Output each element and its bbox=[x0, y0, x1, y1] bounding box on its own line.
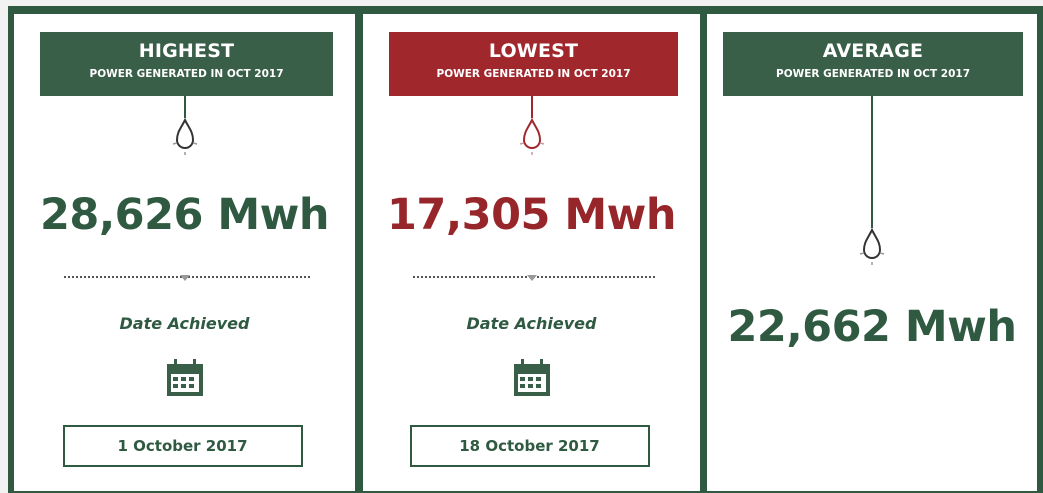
date-label: Date Achieved bbox=[466, 314, 597, 333]
frame: HIGHEST POWER GENERATED IN OCT 2017 28,6… bbox=[8, 6, 1043, 493]
card-title: LOWEST bbox=[488, 40, 579, 62]
cord bbox=[871, 96, 873, 228]
card-subtitle: POWER GENERATED IN OCT 2017 bbox=[776, 68, 970, 80]
value: 17,305 Mwh bbox=[386, 190, 677, 240]
cord bbox=[530, 96, 533, 118]
card-header: HIGHEST POWER GENERATED IN OCT 2017 bbox=[40, 32, 333, 96]
card: LOWEST POWER GENERATED IN OCT 2017 17,30… bbox=[363, 14, 700, 491]
card-title: AVERAGE bbox=[822, 40, 924, 62]
date-box: 1 October 2017 bbox=[62, 425, 303, 467]
card-header: AVERAGE POWER GENERATED IN OCT 2017 bbox=[723, 32, 1023, 96]
calendar-icon bbox=[166, 359, 203, 396]
cord bbox=[183, 96, 186, 118]
card-title: HIGHEST bbox=[138, 40, 235, 62]
date-label: Date Achieved bbox=[119, 314, 250, 333]
card-header: LOWEST POWER GENERATED IN OCT 2017 bbox=[389, 32, 678, 96]
card: HIGHEST POWER GENERATED IN OCT 2017 28,6… bbox=[14, 14, 355, 491]
divider-notch bbox=[526, 275, 537, 281]
bulb-icon bbox=[859, 227, 885, 265]
value: 28,626 Mwh bbox=[39, 190, 330, 240]
card-subtitle: POWER GENERATED IN OCT 2017 bbox=[436, 68, 631, 80]
divider-notch bbox=[179, 275, 190, 281]
date-box: 18 October 2017 bbox=[409, 425, 650, 467]
card-subtitle: POWER GENERATED IN OCT 2017 bbox=[89, 68, 284, 80]
calendar-icon bbox=[513, 359, 550, 396]
card: AVERAGE POWER GENERATED IN OCT 2017 22,6… bbox=[707, 14, 1037, 491]
bulb-icon bbox=[172, 117, 197, 155]
bulb-icon bbox=[519, 117, 544, 155]
value: 22,662 Mwh bbox=[727, 302, 1017, 352]
